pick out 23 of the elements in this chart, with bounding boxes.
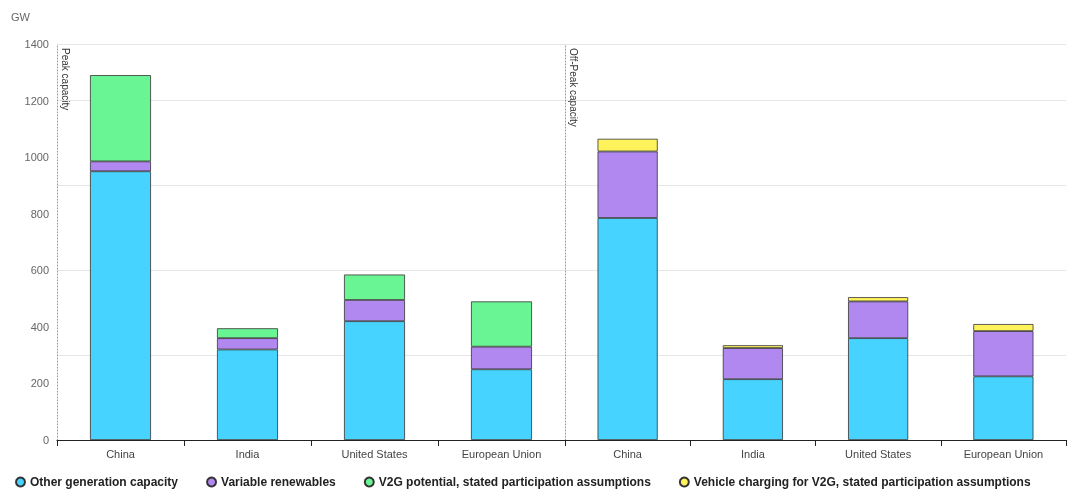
y-tick-label: 0 [42,434,49,446]
y-tick-label: 1000 [24,151,49,164]
legend-label: Variable renewables [221,475,337,489]
y-axis-title: GW [11,10,31,23]
legend-label: Vehicle charging for V2G, stated participation assumptions [693,475,1031,489]
x-tick-label: United States [341,447,409,460]
x-tick-label: China [613,447,643,460]
legend-label: Other generation capacity [30,475,179,489]
x-tick-label: India [740,447,766,460]
annotation: Off-Peak capacity [567,48,579,127]
x-tick-label: United States [845,447,912,460]
x-tick-label: India [235,447,261,460]
legend-label: V2G potential, stated participation assumptions [378,475,652,489]
y-tick-label: 600 [30,264,49,277]
y-tick-label: 800 [30,207,49,220]
y-tick-label: 400 [30,320,49,333]
y-tick-label: 200 [30,377,49,390]
y-tick-label: 1200 [24,94,49,107]
x-tick-label: European Union [963,447,1044,460]
y-tick-label: 1400 [24,38,49,50]
annotation: Peak capacity [59,48,71,111]
x-tick-label: European Union [461,447,542,460]
x-tick-label: China [106,447,136,460]
